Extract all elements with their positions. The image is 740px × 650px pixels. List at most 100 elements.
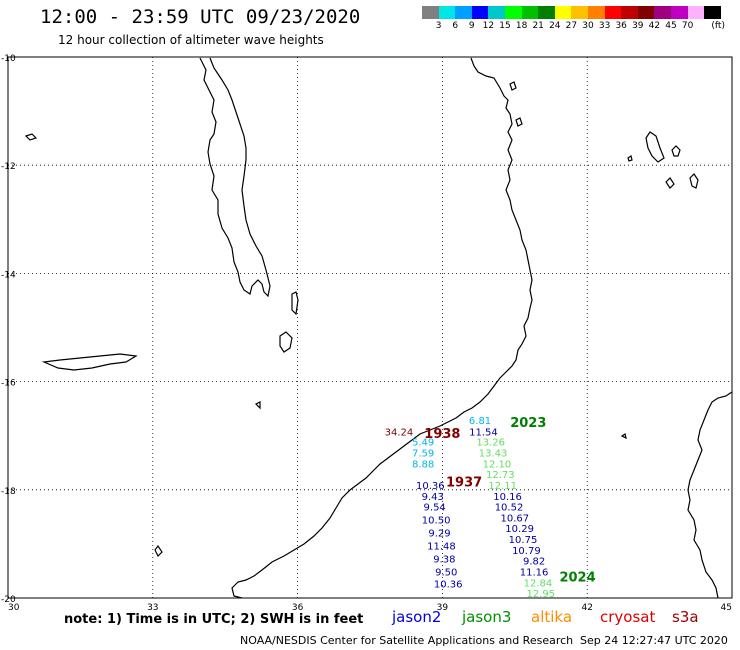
coastline <box>24 57 733 599</box>
legend-label: 9 <box>468 21 475 31</box>
wave-height-value: 11.16 <box>520 567 549 578</box>
legend-swatch-6 <box>521 6 539 19</box>
legend-swatch-11 <box>604 6 622 19</box>
wave-height-value: 10.67 <box>500 513 529 524</box>
map-grid <box>8 57 732 598</box>
wave-height-value: 13.26 <box>476 438 505 449</box>
wave-height-value: 9.43 <box>422 492 444 503</box>
legend-label: 3 <box>435 21 442 31</box>
legend-swatch-1 <box>438 6 456 19</box>
lake-bangweulu <box>41 353 138 371</box>
small-island-east <box>620 433 627 440</box>
pass-time-labels: 2023 1938 1937 2024 <box>424 416 595 585</box>
wave-height-value: 12.11 <box>488 481 517 492</box>
legend-label: 36 <box>615 21 627 31</box>
wave-height-value: 10.75 <box>509 535 538 546</box>
satellite-label-jason3: jason3 <box>462 608 512 626</box>
legend-label: 45 <box>665 21 677 31</box>
comoros-island-small <box>671 145 681 157</box>
satellite-label-cryosat: cryosat <box>600 608 656 626</box>
wave-height-value: 10.36 <box>434 579 463 590</box>
wave-height-value: 10.52 <box>495 503 524 514</box>
lon-tick-label: 39 <box>437 603 449 613</box>
legend-swatch-3 <box>471 6 489 19</box>
map-subtitle: 12 hour collection of altimeter wave hei… <box>58 33 324 47</box>
generation-timestamp: Sep 24 12:27:47 UTC 2020 <box>580 634 728 647</box>
wave-height-value: 9.54 <box>424 503 446 514</box>
wave-height-value: 10.50 <box>422 516 451 527</box>
legend-label: 70 <box>681 21 694 31</box>
madagascar-coastline <box>687 391 733 599</box>
legend-label: 30 <box>582 21 594 31</box>
wave-height-value: 7.59 <box>412 448 434 459</box>
legend-label: 42 <box>648 21 661 31</box>
legend-swatch-13 <box>637 6 655 19</box>
small-lake-center <box>515 117 523 127</box>
wave-height-value: 11.54 <box>469 427 498 438</box>
wave-height-value: 12.73 <box>486 470 515 481</box>
lon-tick-label: 33 <box>147 603 158 613</box>
legend-swatch-4 <box>488 6 505 19</box>
lat-tick-label: -10 <box>1 54 16 64</box>
lake-chiuta <box>291 291 299 316</box>
legend-swatch-5 <box>504 6 522 19</box>
legend-swatch-16 <box>687 6 705 19</box>
wave-height-value: 5.49 <box>412 438 434 449</box>
note-text: note: 1) Time is in UTC; 2) SWH is in fe… <box>64 612 364 627</box>
lat-tick-label: -14 <box>1 270 16 280</box>
comoros-island-grande <box>645 131 665 163</box>
legend-swatch-12 <box>621 6 638 19</box>
wave-height-value: 12.95 <box>527 589 556 600</box>
legend-label: 18 <box>515 21 528 31</box>
satellite-label-altika: altika <box>531 608 573 626</box>
small-lake-south <box>254 401 261 410</box>
wave-height-value: 13.43 <box>479 448 508 459</box>
lon-tick-label: 42 <box>581 603 592 613</box>
legend-unit: (ft) <box>711 21 725 31</box>
legend-label: 6 <box>452 21 459 31</box>
mozambique-coastline <box>231 57 533 599</box>
map-frame <box>7 56 733 599</box>
wave-height-value: 9.38 <box>433 555 455 566</box>
legend-label: 39 <box>632 21 644 31</box>
legend-swatch-17 <box>704 6 721 19</box>
satellite-label-s3a: s3a <box>672 608 699 626</box>
small-lake-west <box>24 133 38 141</box>
legend-label: 27 <box>565 21 578 31</box>
legend-label: 21 <box>532 21 544 31</box>
wave-height-value: 11.48 <box>427 542 456 553</box>
wave-height-value: 9.50 <box>435 567 457 578</box>
legend-label: 24 <box>549 21 561 31</box>
lake-malawi-outline <box>199 57 271 298</box>
lon-tick-label: 36 <box>292 603 304 613</box>
legend-label: 33 <box>598 21 611 31</box>
wave-height-value: 10.16 <box>493 492 522 503</box>
wave-height-value: 10.79 <box>512 546 541 557</box>
wave-height-value: 10.36 <box>416 481 445 492</box>
lat-tick-label: -18 <box>1 487 16 497</box>
wave-height-value: 9.29 <box>428 529 450 540</box>
comoros-anjouan <box>665 177 675 189</box>
lake-chilwa <box>279 331 293 353</box>
lat-tick-label: -20 <box>1 595 16 605</box>
color-legend-bar <box>422 6 721 19</box>
legend-swatch-10 <box>587 6 605 19</box>
legend-swatch-7 <box>538 6 555 19</box>
lon-tick-label: 30 <box>8 603 20 613</box>
lat-tick-label: -12 <box>1 162 16 172</box>
pass-time-label: 1938 <box>424 427 460 442</box>
footer-credit: NOAA/NESDIS Center for Satellite Applica… <box>240 634 574 647</box>
mayotte-island <box>689 173 699 189</box>
wave-height-value: 12.10 <box>483 459 512 470</box>
legend-label: 15 <box>499 21 511 31</box>
map-title: 12:00 - 23:59 UTC 09/23/2020 <box>40 6 361 28</box>
wave-height-value: 9.82 <box>523 557 545 568</box>
wave-height-value: 34.24 <box>385 427 414 438</box>
lat-tick-label: -16 <box>1 379 16 389</box>
legend-swatch-14 <box>654 6 671 19</box>
legend-label: 12 <box>482 21 495 31</box>
small-lake-north <box>509 81 517 91</box>
wave-height-value: 8.88 <box>412 459 434 470</box>
